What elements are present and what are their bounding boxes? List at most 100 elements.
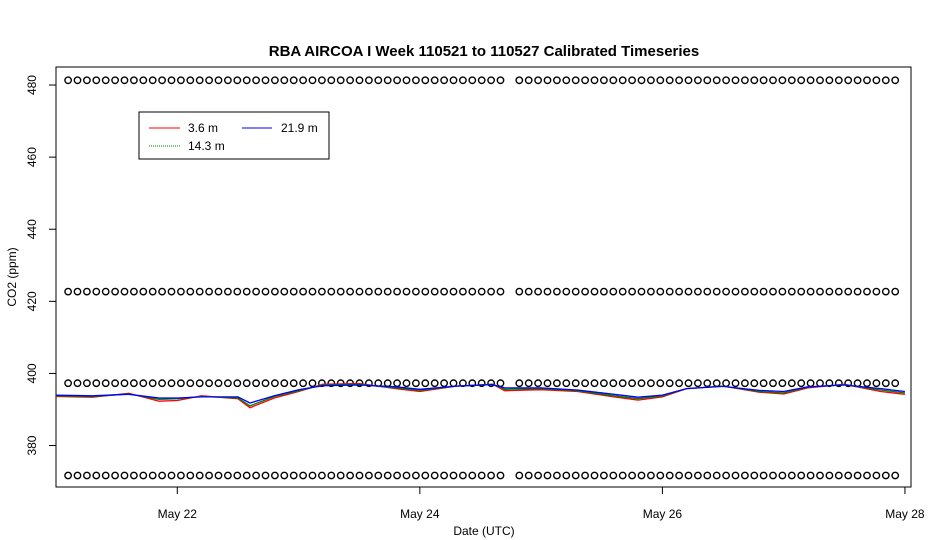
calibration-point-0-0 <box>64 76 73 85</box>
calibration-point-1-58 <box>618 287 627 296</box>
calibration-point-3-49 <box>534 471 542 480</box>
calibration-point-1-60 <box>637 287 646 296</box>
calibration-point-0-25 <box>299 76 307 85</box>
calibration-point-2-82 <box>844 379 853 388</box>
calibration-point-0-27 <box>317 76 326 85</box>
calibration-point-2-6 <box>120 379 129 388</box>
calibration-point-1-3 <box>92 287 101 296</box>
calibration-point-1-77 <box>797 287 806 296</box>
calibration-point-3-51 <box>553 471 561 480</box>
calibration-point-3-22 <box>270 471 279 480</box>
calibration-point-0-44 <box>477 76 486 85</box>
calibration-point-0-43 <box>468 76 477 85</box>
calibration-point-0-61 <box>647 76 655 85</box>
calibration-point-1-15 <box>205 287 214 296</box>
calibration-point-2-4 <box>101 379 110 388</box>
calibration-point-1-76 <box>787 287 796 296</box>
calibration-point-0-12 <box>176 76 185 85</box>
x-axis-label: Date (UTC) <box>453 524 514 538</box>
calibration-point-3-68 <box>712 471 721 480</box>
legend: 3.6 m 21.9 m 14.3 m <box>138 111 330 160</box>
calibration-point-0-71 <box>741 76 749 85</box>
calibration-point-1-7 <box>129 287 138 296</box>
calibration-point-2-1 <box>73 379 82 388</box>
calibration-point-1-24 <box>289 287 298 296</box>
calibration-point-0-4 <box>101 76 110 85</box>
calibration-point-1-50 <box>543 287 552 296</box>
plot-frame <box>55 66 912 488</box>
calibration-point-2-10 <box>158 379 167 388</box>
calibration-point-3-8 <box>139 471 148 480</box>
calibration-point-0-73 <box>759 76 768 85</box>
calibration-point-2-68 <box>712 379 721 388</box>
calibration-point-3-3 <box>92 471 101 480</box>
calibration-point-0-28 <box>327 76 336 85</box>
calibration-point-1-73 <box>759 287 768 296</box>
calibration-point-3-4 <box>101 471 110 480</box>
calibration-point-2-19 <box>242 379 251 388</box>
calibration-point-2-64 <box>675 379 683 388</box>
calibration-point-3-36 <box>402 471 411 480</box>
calibration-point-2-75 <box>778 379 787 388</box>
calibration-point-1-53 <box>571 287 580 296</box>
calibration-point-3-26 <box>308 471 317 480</box>
calibration-point-2-87 <box>891 379 900 388</box>
calibration-point-3-73 <box>759 471 768 480</box>
calibration-point-2-52 <box>562 379 571 388</box>
calibration-point-1-21 <box>261 287 270 296</box>
calibration-point-3-37 <box>411 471 420 480</box>
calibration-point-0-59 <box>628 76 636 85</box>
calibration-point-3-14 <box>195 471 204 480</box>
calibration-point-0-21 <box>261 76 270 85</box>
calibration-point-3-81 <box>834 471 843 480</box>
calibration-point-0-49 <box>534 76 542 85</box>
calibration-point-3-18 <box>233 471 242 480</box>
calibration-point-0-9 <box>148 76 157 85</box>
calibration-point-3-38 <box>421 471 430 480</box>
calibration-point-1-27 <box>317 287 326 296</box>
calibration-point-2-60 <box>637 379 646 388</box>
calibration-point-3-28 <box>327 471 336 480</box>
calibration-point-1-4 <box>101 287 110 296</box>
calibration-point-3-41 <box>449 471 458 480</box>
calibration-point-3-64 <box>675 471 683 480</box>
calibration-point-1-18 <box>233 287 242 296</box>
calibration-point-0-66 <box>694 76 702 85</box>
calibration-point-1-45 <box>487 287 495 296</box>
calibration-point-2-81 <box>834 379 843 388</box>
calibration-point-0-34 <box>383 76 392 85</box>
y-axis: 380 400 420 440 460 480 <box>25 75 56 456</box>
calibration-point-3-76 <box>787 471 796 480</box>
calibration-point-3-17 <box>223 471 232 480</box>
calibration-point-1-2 <box>83 287 91 296</box>
calibration-point-3-30 <box>346 471 354 480</box>
calibration-point-1-30 <box>346 287 354 296</box>
calibration-point-1-8 <box>139 287 148 296</box>
calibration-point-1-70 <box>731 287 740 296</box>
calibration-point-0-84 <box>863 76 871 85</box>
calibration-point-1-84 <box>863 287 871 296</box>
calibration-point-0-58 <box>618 76 627 85</box>
calibration-point-3-32 <box>364 471 373 480</box>
calibration-point-0-77 <box>797 76 806 85</box>
calibration-point-0-32 <box>364 76 373 85</box>
calibration-point-1-26 <box>308 287 317 296</box>
calibration-point-1-52 <box>562 287 571 296</box>
calibration-point-0-13 <box>186 76 195 85</box>
calibration-point-1-28 <box>327 287 336 296</box>
calibration-point-1-63 <box>665 287 674 296</box>
calibration-point-0-85 <box>872 76 881 85</box>
x-tick-label-0: May 22 <box>158 507 198 521</box>
calibration-point-3-16 <box>214 471 223 480</box>
calibration-point-1-71 <box>741 287 749 296</box>
calibration-point-1-66 <box>694 287 702 296</box>
calibration-point-3-79 <box>816 471 824 480</box>
calibration-point-3-55 <box>590 471 599 480</box>
calibration-point-3-56 <box>600 471 608 480</box>
calibration-point-3-46 <box>496 471 505 480</box>
calibration-point-0-50 <box>543 76 552 85</box>
calibration-point-2-8 <box>139 379 148 388</box>
calibration-point-0-74 <box>769 76 777 85</box>
calibration-point-1-6 <box>120 287 129 296</box>
calibration-point-3-13 <box>186 471 195 480</box>
